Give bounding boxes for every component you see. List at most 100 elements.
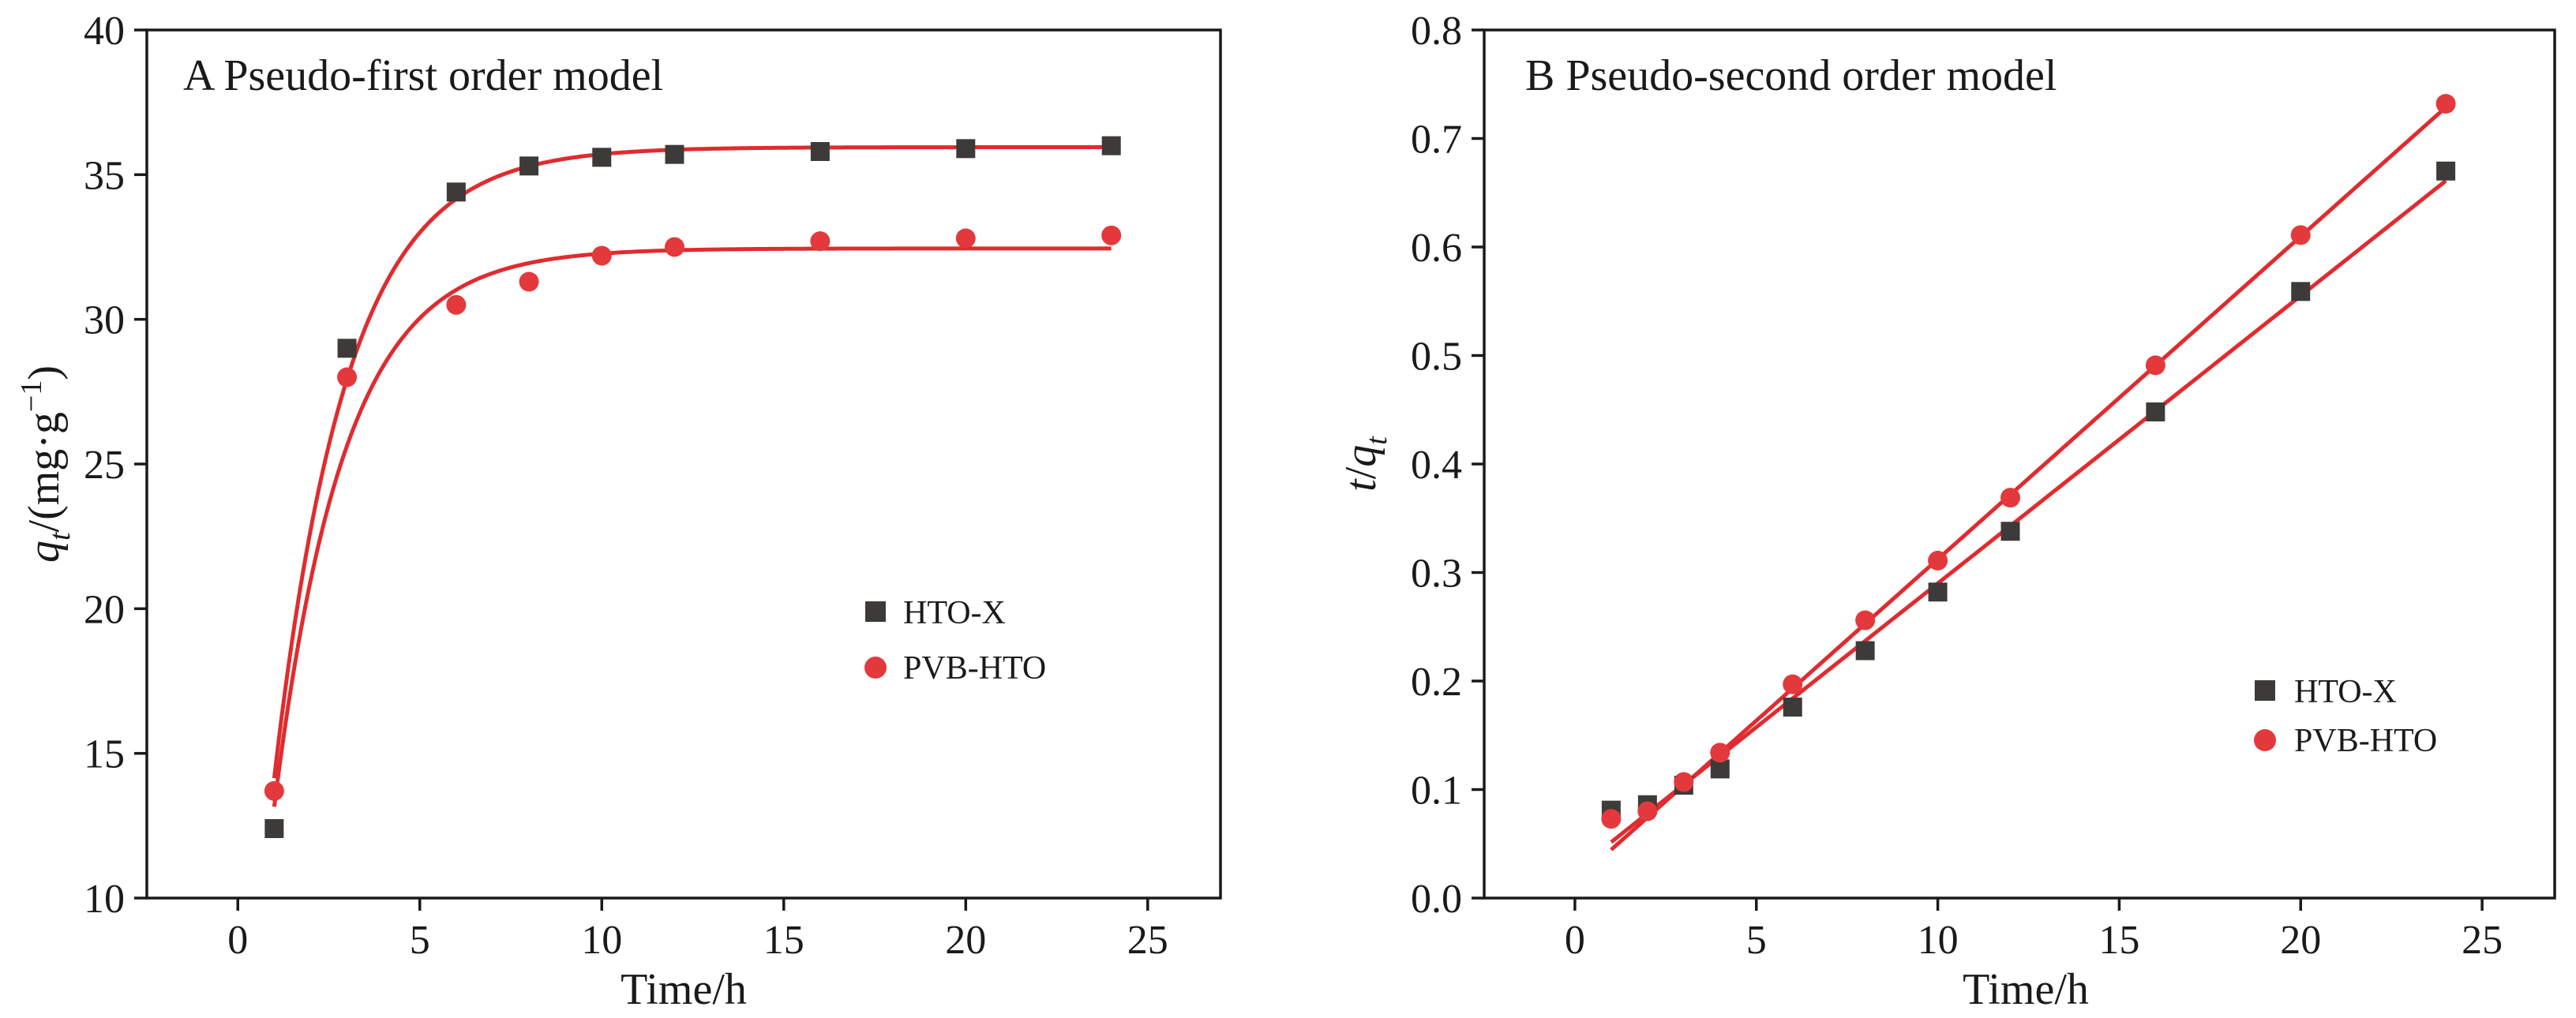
panel-b-y-label-q: q	[1337, 445, 1385, 467]
data-point-pvb-hto	[810, 231, 831, 252]
y-tick-label: 0.0	[1411, 877, 1462, 922]
panel-a-legend-label-pvb-hto: PVB-HTO	[903, 650, 1046, 687]
data-point-pvb-hto	[519, 271, 539, 292]
panel-b-legend-square-marker	[2255, 680, 2275, 701]
data-point-pvb-hto	[2145, 355, 2165, 376]
y-tick-label: 35	[84, 153, 125, 198]
panel-a-y-label-unit: /(mg·g	[20, 412, 69, 532]
x-tick-label: 10	[1918, 918, 1959, 963]
y-tick-label: 0.4	[1411, 443, 1462, 488]
y-tick-label: 0.8	[1411, 9, 1462, 54]
data-point-hto-x	[810, 142, 830, 161]
data-point-pvb-hto	[1710, 743, 1730, 763]
panel-a-y-axis-label: qt/(mg·g−1)	[15, 365, 77, 563]
panel-b-y-tick-labels: 0.0 0.1 0.2 0.3 0.4 0.5 0.6 0.7 0.8	[1411, 9, 1462, 922]
data-point-pvb-hto	[264, 780, 284, 801]
panel-b-x-tick-labels: 0 5 10 15 20 25	[1565, 918, 2503, 963]
data-point-pvb-hto	[1601, 809, 1622, 829]
data-point-hto-x	[264, 819, 284, 838]
y-tick-label: 40	[84, 9, 125, 54]
data-point-hto-x	[1783, 698, 1802, 717]
data-point-hto-x	[519, 156, 539, 176]
y-tick-label: 0.2	[1411, 660, 1462, 705]
y-tick-label: 30	[84, 298, 125, 343]
panel-b-legend-label-hto-x: HTO-X	[2294, 674, 2397, 710]
y-tick-label: 0.3	[1411, 552, 1462, 597]
panel-a-x-axis-label: Time/h	[621, 965, 747, 1014]
y-tick-label: 10	[84, 877, 125, 922]
panel-b-legend-circle-marker	[2254, 729, 2276, 751]
data-point-pvb-hto	[1783, 674, 1803, 694]
y-tick-label: 0.5	[1411, 335, 1462, 380]
panel-b-pseudo-second-order: 0 5 10 15 20 25 0.0 0.1 0.2 0.3 0.4 0.5 0.6 0.7 0.8 B…	[1337, 9, 2556, 1014]
x-tick-label: 5	[1746, 918, 1767, 963]
panel-a-y-label-sub: t	[43, 531, 77, 541]
panel-b-legend: HTO-X PVB-HTO	[2254, 674, 2437, 759]
data-point-hto-x	[2146, 402, 2165, 421]
x-tick-label: 0	[1565, 918, 1585, 963]
y-tick-label: 20	[84, 587, 125, 632]
data-point-pvb-hto	[1101, 225, 1122, 245]
panel-a-legend-label-hto-x: HTO-X	[903, 595, 1006, 631]
data-point-pvb-hto	[337, 367, 358, 387]
data-point-hto-x	[1710, 759, 1730, 779]
panel-b-y-label-t: t	[1337, 478, 1385, 492]
panel-a-y-label-q: q	[20, 541, 69, 563]
x-tick-label: 20	[945, 918, 986, 963]
panel-a-x-tick-labels: 0 5 10 15 20 25	[227, 918, 1168, 963]
panel-b-plot-frame	[1483, 28, 2556, 900]
data-point-hto-x	[1101, 136, 1121, 155]
panel-b-y-axis-label: t/qt	[1337, 436, 1393, 492]
x-tick-label: 25	[1127, 918, 1168, 963]
y-tick-label: 0.6	[1411, 226, 1462, 271]
panel-b-x-axis-label: Time/h	[1963, 965, 2089, 1014]
panel-a-y-label-sup: −1	[15, 380, 48, 412]
data-point-pvb-hto	[1928, 550, 1948, 571]
x-tick-label: 20	[2280, 918, 2321, 963]
panel-b-y-label-sub: t	[1360, 436, 1393, 445]
data-point-pvb-hto	[1637, 801, 1658, 822]
panel-a-y-tick-labels: 10 15 20 25 30 35 40	[84, 9, 125, 922]
data-point-hto-x	[2436, 161, 2456, 181]
data-point-hto-x	[2000, 522, 2020, 541]
y-tick-label: 25	[84, 443, 125, 488]
panel-b-y-label-slash: /	[1337, 466, 1385, 479]
data-point-pvb-hto	[2290, 225, 2311, 245]
panel-a-fit-curves	[272, 145, 1112, 807]
panel-a-legend: HTO-X PVB-HTO	[864, 595, 1046, 687]
y-tick-label: 0.7	[1411, 118, 1462, 163]
data-point-pvb-hto	[664, 237, 684, 257]
data-point-pvb-hto	[591, 245, 612, 266]
fit-line-pvb-hto	[272, 246, 1112, 807]
x-tick-label: 25	[2462, 918, 2503, 963]
panel-a-y-label-close: )	[20, 365, 69, 380]
panel-b-title: B Pseudo-second order model	[1525, 51, 2057, 100]
x-tick-label: 5	[410, 918, 430, 963]
panel-a-axis-ticks	[134, 28, 1149, 911]
panel-a-data-points	[264, 136, 1122, 838]
panel-b-legend-label-pvb-hto: PVB-HTO	[2294, 723, 2437, 759]
data-point-pvb-hto	[1855, 610, 1876, 631]
x-tick-label: 15	[2098, 918, 2139, 963]
data-point-hto-x	[1928, 582, 1948, 602]
data-point-pvb-hto	[1674, 772, 1694, 792]
data-point-hto-x	[2291, 282, 2311, 301]
x-tick-label: 15	[763, 918, 804, 963]
data-point-pvb-hto	[446, 294, 467, 315]
data-point-pvb-hto	[2000, 488, 2021, 508]
data-point-pvb-hto	[2435, 94, 2456, 114]
data-point-hto-x	[592, 148, 612, 167]
data-point-hto-x	[956, 139, 976, 159]
y-tick-label: 15	[84, 732, 125, 777]
data-point-hto-x	[665, 144, 684, 164]
data-point-pvb-hto	[955, 228, 976, 249]
x-tick-label: 10	[581, 918, 622, 963]
x-tick-label: 0	[227, 918, 248, 963]
panel-a-title: A Pseudo-first order model	[183, 51, 663, 100]
panel-a-pseudo-first-order: 0 5 10 15 20 25 10 15 20 25 30 35 40 A Pseudo-first…	[15, 9, 1222, 1014]
panel-a-legend-square-marker	[865, 601, 886, 622]
data-point-hto-x	[1855, 641, 1875, 661]
panel-a-legend-circle-marker	[864, 657, 887, 679]
data-point-hto-x	[337, 339, 357, 358]
